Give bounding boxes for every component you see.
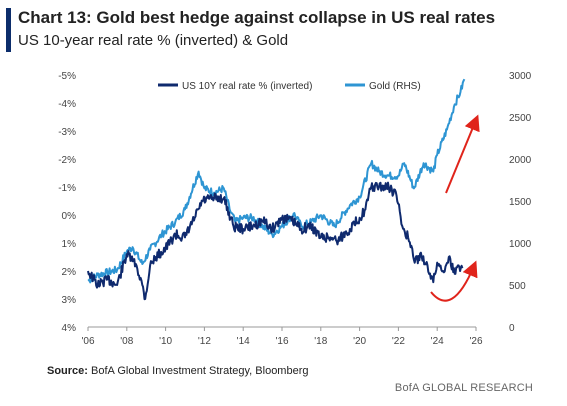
- series-real-rate-line: [87, 181, 464, 301]
- y-right-tick-label: 0: [509, 323, 515, 334]
- series-group: [87, 78, 466, 301]
- x-tick-label: '18: [314, 336, 327, 347]
- y-right-tick-label: 2500: [509, 113, 532, 124]
- y-left-tick-label: -1%: [58, 183, 76, 194]
- y-left-tick-label: -2%: [58, 155, 76, 166]
- gold-rise-arrow: [445, 114, 480, 194]
- axes-group: '06 '08 '10 '12 '14 '16 '18 '20 '22 '24 '26 -5% -4% -…: [58, 71, 531, 347]
- y-right-tick-label: 500: [509, 281, 526, 292]
- y-left-tick-label: 1%: [62, 239, 77, 250]
- x-tick-label: '26: [469, 336, 482, 347]
- x-tick-label: '24: [431, 336, 444, 347]
- y-left-tick-label: 0%: [62, 211, 77, 222]
- y-right-tick-label: 1000: [509, 239, 532, 250]
- x-tick-label: '22: [392, 336, 405, 347]
- series-gold-line: [87, 78, 466, 284]
- x-tick-label: '14: [237, 336, 250, 347]
- y-left-tick-label: 2%: [62, 267, 77, 278]
- y-left-tick-label: -5%: [58, 71, 76, 82]
- chart-subtitle: US 10-year real rate % (inverted) & Gold: [18, 32, 289, 49]
- y-right-tick-label: 1500: [509, 197, 532, 208]
- x-tick-label: '12: [198, 336, 211, 347]
- x-tick-label: '08: [120, 336, 133, 347]
- y-right-tick-label: 2000: [509, 155, 532, 166]
- legend-label-gold: Gold (RHS): [369, 81, 421, 92]
- x-tick-label: '06: [81, 336, 94, 347]
- legend-label-real-rate: US 10Y real rate % (inverted): [182, 81, 312, 92]
- y-right-tick-label: 3000: [509, 71, 532, 82]
- source-note: Source: BofA Global Investment Strategy,…: [47, 365, 309, 377]
- y-left-tick-label: -3%: [58, 127, 76, 138]
- y-left-tick-label: 4%: [62, 323, 77, 334]
- chart-title: Chart 13: Gold best hedge against collap…: [18, 8, 496, 27]
- legend: US 10Y real rate % (inverted) Gold (RHS): [158, 81, 421, 92]
- annotations-group: [430, 114, 480, 302]
- title-accent-bar: [6, 8, 11, 52]
- source-label: Source:: [47, 365, 88, 377]
- y-left-tick-label: 3%: [62, 295, 77, 306]
- real-rate-curve-arrow: [430, 260, 478, 302]
- y-left-tick-label: -4%: [58, 99, 76, 110]
- x-tick-label: '20: [353, 336, 366, 347]
- x-tick-label: '16: [275, 336, 288, 347]
- footer-brand: BofA GLOBAL RESEARCH: [394, 382, 533, 394]
- source-text: BofA Global Investment Strategy, Bloombe…: [87, 365, 309, 377]
- x-tick-label: '10: [159, 336, 172, 347]
